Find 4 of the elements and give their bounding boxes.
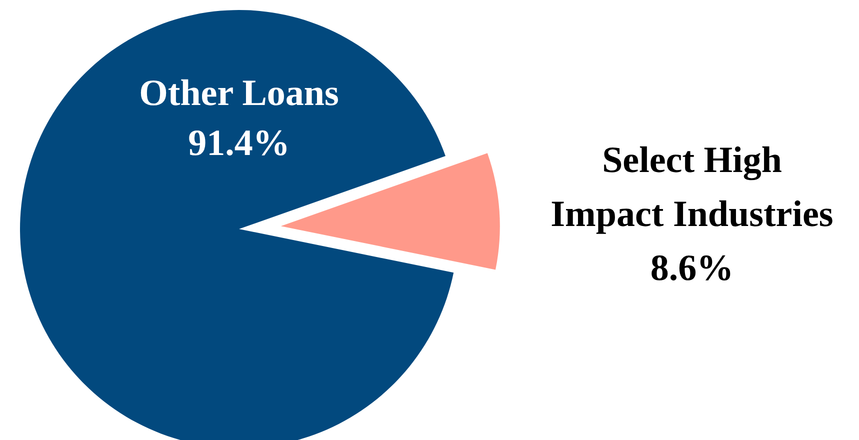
slice-label: Other Loans	[139, 73, 339, 114]
slice-label: Select High Impact Industries	[550, 140, 834, 235]
data-label: 8.6%	[650, 248, 734, 289]
data-label: 91.4%	[188, 123, 290, 164]
